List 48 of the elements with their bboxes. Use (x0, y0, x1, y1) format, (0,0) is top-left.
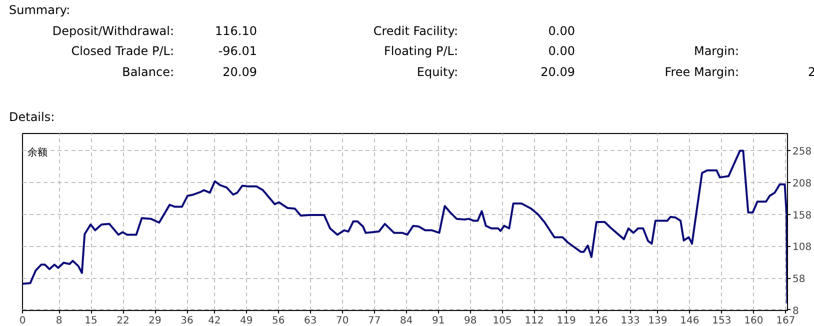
text: 0.00 (548, 43, 575, 59)
x-tick-label: 0 (19, 316, 26, 326)
x-tick-label: 15 (84, 316, 98, 326)
x-tick-label: 29 (148, 316, 162, 326)
text: -96.01 (218, 43, 257, 59)
y-tick-label: 208 (792, 178, 812, 190)
y-tick-label: 8 (792, 306, 799, 317)
x-tick-label: 84 (400, 316, 413, 326)
x-tick-label: 160 (744, 316, 764, 326)
y-tick-label: 108 (792, 242, 812, 254)
x-tick-label: 146 (680, 316, 700, 326)
y-tick-label: 58 (792, 274, 806, 286)
x-tick-label: 77 (368, 316, 381, 326)
x-tick-label: 22 (116, 316, 130, 326)
text: Free Margin: (664, 64, 739, 80)
x-tick-label: 70 (336, 316, 349, 326)
text: Equity: (416, 64, 458, 80)
text: 116.10 (215, 23, 257, 39)
text: Floating P/L: (384, 43, 458, 59)
x-tick-label: 36 (180, 316, 194, 326)
text: 20.09 (540, 64, 575, 80)
x-tick-label: 98 (464, 316, 477, 326)
y-tick-label: 258 (792, 146, 812, 158)
text: Balance: (122, 64, 174, 80)
text: 20.09 (222, 64, 257, 80)
x-tick-label: 167 (776, 316, 796, 326)
text: Summary: (9, 2, 70, 18)
x-tick-label: 49 (240, 316, 253, 326)
x-tick-label: 133 (620, 316, 640, 326)
x-tick-label: 56 (272, 316, 285, 326)
x-tick-label: 63 (304, 316, 317, 326)
x-tick-label: 8 (56, 316, 62, 326)
x-tick-label: 42 (208, 316, 221, 326)
y-tick-label: 158 (792, 210, 812, 222)
text: Margin: (694, 43, 739, 59)
x-tick-label: 105 (492, 316, 512, 326)
text: Closed Trade P/L: (71, 43, 174, 59)
x-tick-label: 139 (648, 316, 668, 326)
x-tick-label: 112 (524, 316, 544, 326)
text: 0.00 (548, 23, 575, 39)
text: Credit Facility: (373, 23, 458, 39)
text: 余额 (28, 146, 48, 158)
x-tick-label: 153 (712, 316, 732, 326)
x-tick-label: 126 (588, 316, 608, 326)
x-tick-label: 91 (432, 316, 445, 326)
text: Deposit/Withdrawal: (52, 23, 174, 39)
x-tick-label: 119 (556, 316, 576, 326)
text: Details: (9, 109, 55, 125)
